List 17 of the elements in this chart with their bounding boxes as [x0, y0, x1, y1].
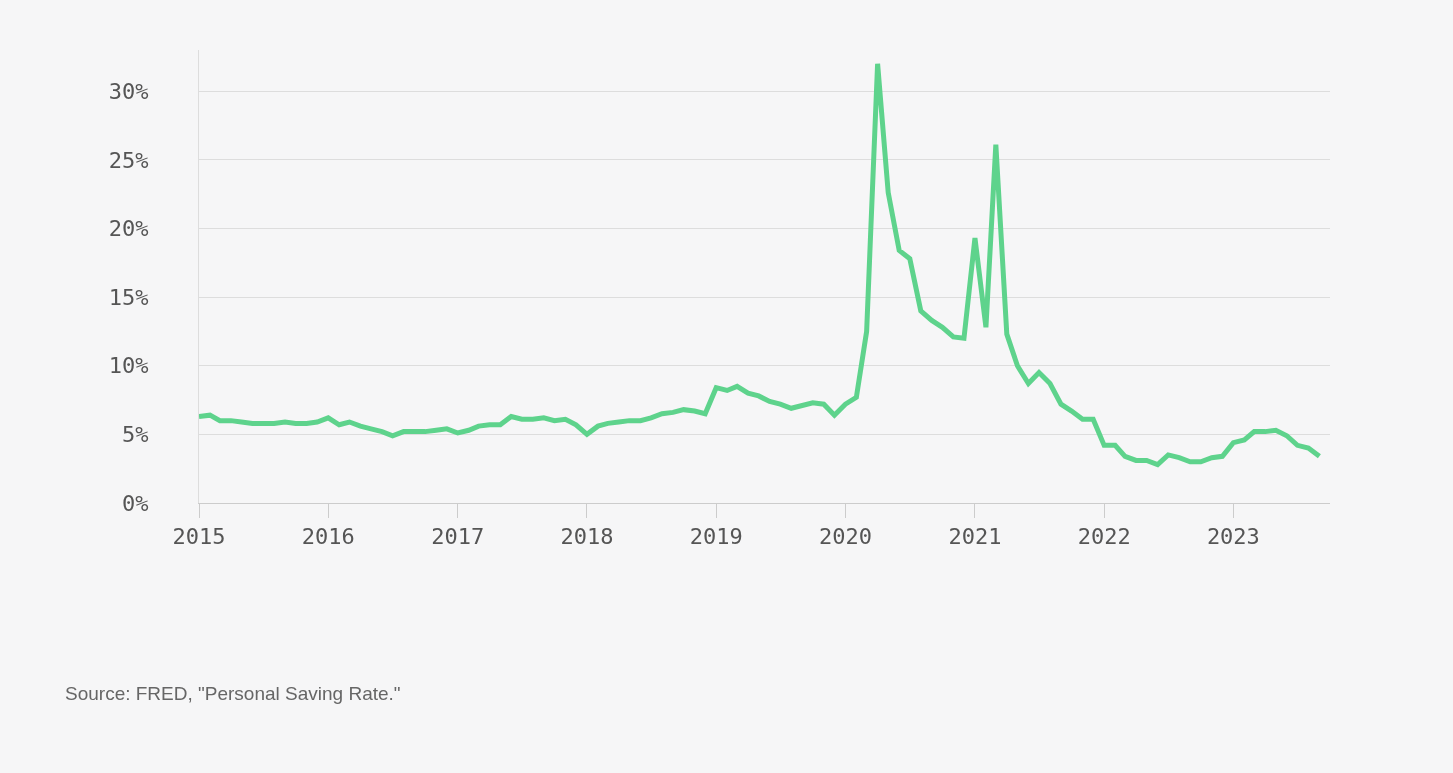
- x-tick-label: 2017: [431, 524, 485, 550]
- y-tick-label: 25%: [108, 147, 149, 173]
- x-tick-label: 2020: [818, 524, 872, 550]
- y-tick-label: 0%: [122, 490, 149, 516]
- y-tick-label: 10%: [108, 353, 149, 379]
- x-tick-label: 2019: [689, 524, 743, 550]
- y-tick-label: 20%: [108, 216, 149, 242]
- y-tick-label: 5%: [122, 422, 149, 448]
- x-tick-label: 2016: [301, 524, 355, 550]
- x-tick-label: 2018: [560, 524, 614, 550]
- y-tick-label: 15%: [108, 284, 149, 310]
- y-tick-label: 30%: [108, 78, 149, 104]
- x-tick-label: 2023: [1206, 524, 1260, 550]
- x-tick-label: 2022: [1077, 524, 1131, 550]
- x-tick-label: 2021: [948, 524, 1002, 550]
- x-tick-label: 2015: [172, 524, 226, 550]
- source-note: Source: FRED, "Personal Saving Rate.": [65, 683, 401, 704]
